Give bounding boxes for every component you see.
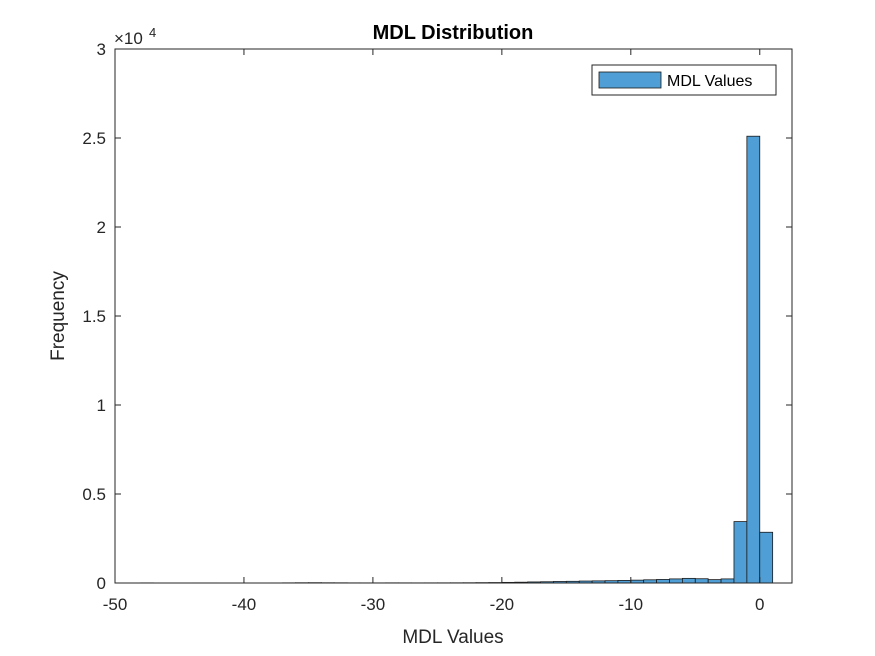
y-tick-label: 0.5: [82, 485, 106, 504]
legend-swatch: [598, 71, 662, 89]
x-tick-label: -40: [232, 595, 257, 614]
x-axis-label: MDL Values: [402, 627, 503, 648]
legend-label: MDL Values: [667, 73, 752, 90]
histogram-bar: [694, 578, 709, 584]
histogram-bar: [669, 578, 683, 584]
y-tick-label: 3: [97, 40, 106, 59]
histogram-bar: [707, 579, 722, 584]
y-exponent-base: ×10: [114, 29, 143, 48]
y-exponent-power: 4: [149, 25, 156, 40]
x-tick-label: -50: [103, 595, 128, 614]
legend: MDL Values: [591, 64, 777, 96]
histogram-bar: [746, 135, 761, 584]
y-tick-label: 2: [97, 218, 106, 237]
x-tick-label: -30: [361, 595, 386, 614]
histogram-bar: [720, 578, 735, 584]
histogram-bar: [733, 521, 748, 584]
histogram-bar: [681, 577, 696, 584]
histogram-bar: [656, 579, 670, 584]
y-tick-label: 1.5: [82, 307, 106, 326]
y-tick-label: 2.5: [82, 129, 106, 148]
x-tick-label: 0: [755, 595, 764, 614]
plot-area: [115, 49, 792, 583]
y-axis-label: Frequency: [48, 271, 69, 361]
x-axis-ticks: -50 -40 -30 -20 -10 0: [103, 49, 764, 614]
y-tick-label: 0: [97, 574, 106, 593]
histogram-bar: [759, 531, 774, 584]
y-axis-ticks: 0 0.5 1 1.5 2 2.5 3: [82, 40, 792, 593]
y-tick-label: 1: [97, 396, 106, 415]
chart-title: MDL Distribution: [373, 22, 534, 44]
x-tick-label: -20: [490, 595, 515, 614]
x-tick-label: -10: [619, 595, 644, 614]
